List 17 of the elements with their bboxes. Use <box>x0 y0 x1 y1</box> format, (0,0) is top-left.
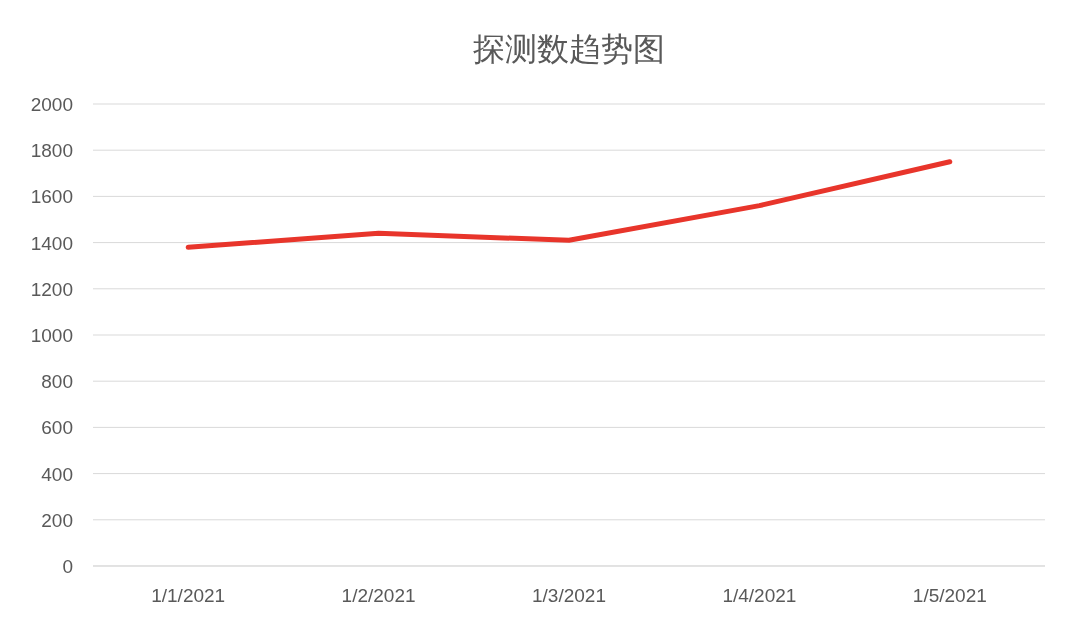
y-tick-label: 1000 <box>30 325 73 346</box>
chart-title: 探测数趋势图 <box>473 31 665 67</box>
x-tick-label: 1/1/2021 <box>151 585 226 606</box>
x-tick-label: 1/3/2021 <box>532 585 606 606</box>
y-tick-label: 600 <box>41 417 73 439</box>
y-tick-label: 400 <box>41 463 73 485</box>
x-tick-label: 1/5/2021 <box>912 585 987 606</box>
y-tick-label: 1600 <box>30 186 73 208</box>
x-tick-label: 1/2/2021 <box>341 585 416 606</box>
y-tick-label: 1400 <box>30 232 73 254</box>
y-tick-label: 1200 <box>30 278 73 300</box>
y-tick-label: 1800 <box>30 140 73 162</box>
y-tick-label: 0 <box>62 556 73 577</box>
y-tick-label: 2000 <box>30 94 73 115</box>
y-tick-label: 200 <box>41 509 73 531</box>
y-tick-label: 800 <box>41 371 73 393</box>
x-tick-label: 1/4/2021 <box>722 585 797 606</box>
